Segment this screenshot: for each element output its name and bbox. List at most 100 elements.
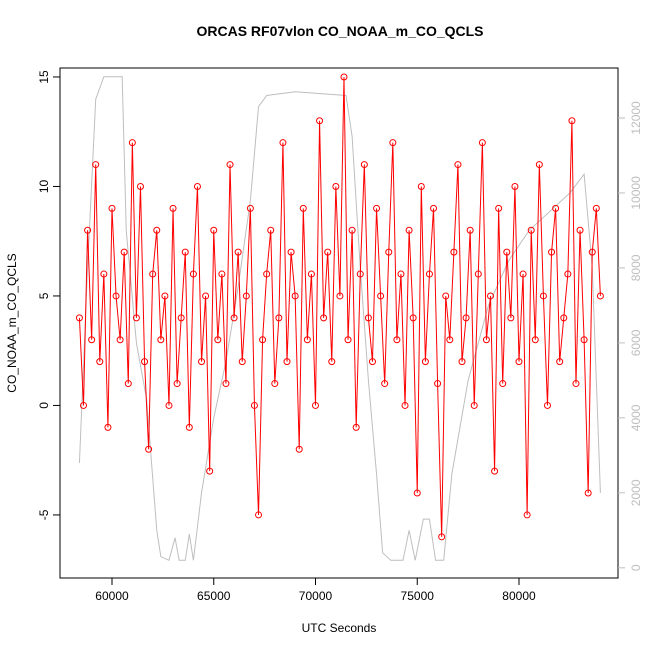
data-point [230, 314, 238, 322]
data-point [568, 117, 576, 125]
data-point [474, 270, 482, 278]
data-point [238, 358, 246, 366]
data-point [531, 336, 539, 344]
y-axis-label: CO_NOAA_m_CO_QCLS [5, 253, 19, 392]
data-point [75, 314, 83, 322]
data-point [173, 380, 181, 388]
data-point [311, 401, 319, 409]
data-point [344, 336, 352, 344]
chart-title: ORCAS RF07vlon CO_NOAA_m_CO_QCLS [196, 23, 483, 39]
y2-tick-label: 0 [629, 564, 643, 571]
data-point [92, 161, 100, 169]
data-point [373, 204, 381, 212]
data-point [336, 292, 344, 300]
data-point [136, 182, 144, 190]
data-point [425, 270, 433, 278]
data-point [206, 467, 214, 475]
data-point [385, 248, 393, 256]
data-point [417, 182, 425, 190]
data-point [271, 380, 279, 388]
data-point [295, 445, 303, 453]
data-point [88, 336, 96, 344]
data-point [584, 489, 592, 497]
data-point [124, 380, 132, 388]
data-point [539, 292, 547, 300]
data-point [96, 358, 104, 366]
data-point [161, 292, 169, 300]
data-point [287, 248, 295, 256]
data-point [177, 314, 185, 322]
data-point [307, 270, 315, 278]
data-point [405, 226, 413, 234]
series-line [78, 76, 601, 562]
data-point [454, 161, 462, 169]
data-point [495, 204, 503, 212]
data-point [132, 314, 140, 322]
y2-tick-label: 2000 [629, 479, 643, 506]
x-tick-label: 75000 [401, 589, 435, 603]
data-point [507, 314, 515, 322]
x-tick-label: 65000 [197, 589, 231, 603]
data-point [458, 358, 466, 366]
data-point [462, 314, 470, 322]
data-point [352, 423, 360, 431]
data-point [466, 226, 474, 234]
data-point [108, 204, 116, 212]
y2-tick-label: 4000 [629, 404, 643, 431]
data-point [185, 423, 193, 431]
data-point [157, 336, 165, 344]
data-point [519, 270, 527, 278]
x-tick-label: 60000 [95, 589, 129, 603]
y2-tick-label: 10000 [629, 176, 643, 210]
y-tick-label: 5 [37, 292, 51, 299]
data-point [250, 401, 258, 409]
data-point [181, 248, 189, 256]
data-point [242, 292, 250, 300]
data-point [299, 204, 307, 212]
data-point [255, 511, 263, 519]
data-point [84, 226, 92, 234]
data-point [535, 161, 543, 169]
data-point [324, 248, 332, 256]
data-point [511, 182, 519, 190]
data-point [291, 292, 299, 300]
data-point [100, 270, 108, 278]
data-point [564, 270, 572, 278]
data-point [128, 139, 136, 147]
data-point [556, 358, 564, 366]
data-point [360, 161, 368, 169]
data-point [316, 117, 324, 125]
data-point [413, 489, 421, 497]
data-point [340, 73, 348, 81]
data-point [560, 314, 568, 322]
data-point [214, 336, 222, 344]
data-point [381, 380, 389, 388]
data-point [515, 358, 523, 366]
data-point [246, 204, 254, 212]
data-point [527, 226, 535, 234]
data-point [328, 358, 336, 366]
data-point [104, 423, 112, 431]
y-tick-label: 0 [37, 402, 51, 409]
y-tick-label: 10 [37, 179, 51, 193]
data-point [478, 139, 486, 147]
data-point [592, 204, 600, 212]
data-point [169, 204, 177, 212]
data-point [552, 204, 560, 212]
data-point [576, 226, 584, 234]
data-point [153, 226, 161, 234]
data-point [222, 380, 230, 388]
data-point [487, 292, 495, 300]
data-point [234, 248, 242, 256]
y2-tick-label: 12000 [629, 101, 643, 135]
data-point [364, 314, 372, 322]
data-point [470, 401, 478, 409]
data-point [393, 336, 401, 344]
data-point [267, 226, 275, 234]
data-point [548, 248, 556, 256]
y2-tick-label: 8000 [629, 254, 643, 281]
data-point [303, 336, 311, 344]
data-point [401, 401, 409, 409]
data-point [193, 182, 201, 190]
